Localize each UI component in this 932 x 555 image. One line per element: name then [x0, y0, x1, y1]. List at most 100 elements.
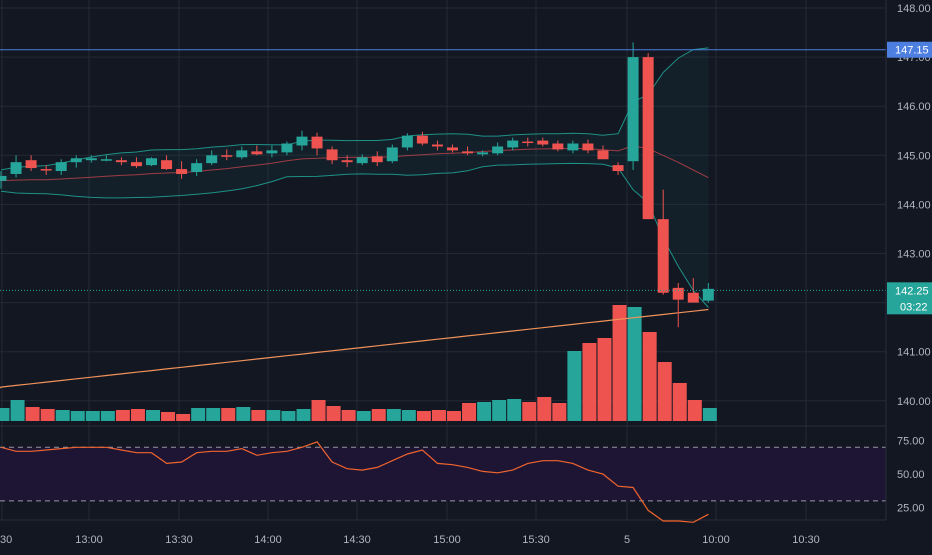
volume-bar	[477, 402, 492, 421]
candle-body[interactable]	[401, 135, 413, 148]
candle-body[interactable]	[0, 175, 7, 181]
candle-body[interactable]	[115, 160, 127, 163]
candle-body[interactable]	[40, 169, 52, 171]
volume-bar	[115, 410, 130, 421]
candle-body[interactable]	[146, 158, 157, 166]
candle-body[interactable]	[642, 57, 654, 220]
price-axis-background	[886, 0, 932, 550]
volume-bar	[567, 351, 582, 421]
volume-bar	[206, 408, 221, 421]
volume-bar	[657, 362, 672, 421]
volume-bar	[672, 383, 687, 421]
candle-body[interactable]	[371, 156, 383, 163]
candle-body[interactable]	[386, 147, 398, 162]
candle-body[interactable]	[462, 151, 474, 154]
candle-body[interactable]	[266, 150, 278, 154]
volume-bar	[221, 408, 236, 421]
grid-layer	[0, 0, 886, 520]
candle-body[interactable]	[341, 160, 353, 163]
candle-body[interactable]	[161, 160, 173, 170]
volume-bar	[582, 343, 597, 421]
volume-bar	[176, 414, 191, 421]
candle-body[interactable]	[70, 158, 82, 163]
volume-bar	[130, 409, 145, 421]
volume-bar	[100, 411, 115, 421]
candle-body[interactable]	[251, 151, 263, 155]
volume-bar	[356, 411, 371, 421]
volume-bar	[416, 411, 431, 421]
candle-body[interactable]	[10, 162, 22, 174]
volume-bar	[492, 400, 507, 421]
time-tick-label: 30	[0, 534, 12, 546]
candle-body[interactable]	[25, 160, 37, 169]
price-tick-label: 148.00	[897, 3, 931, 15]
candle-body[interactable]	[552, 143, 564, 150]
volume-bar	[612, 305, 627, 421]
volume-bar	[281, 411, 296, 421]
candle-body[interactable]	[356, 157, 368, 164]
candle-body[interactable]	[85, 158, 97, 161]
candle-body[interactable]	[687, 292, 699, 303]
rsi-band-background	[0, 447, 886, 501]
candle-body[interactable]	[672, 287, 684, 300]
candle-body[interactable]	[597, 150, 609, 160]
price-axis[interactable]: 148.00147.00146.00145.00144.00143.00142.…	[885, 0, 932, 550]
candle-body[interactable]	[326, 149, 338, 161]
candle-body[interactable]	[221, 155, 233, 157]
rsi-pane[interactable]	[0, 425, 886, 523]
candle-body[interactable]	[431, 144, 443, 147]
hline-price-label-bg	[887, 41, 932, 58]
volume-bar	[10, 400, 25, 421]
candle-body[interactable]	[567, 143, 579, 151]
volume-bar	[401, 410, 416, 421]
candle-body[interactable]	[477, 152, 489, 155]
volume-bar	[702, 408, 717, 421]
candle-body[interactable]	[537, 140, 549, 145]
candle-body[interactable]	[296, 136, 308, 146]
candle-body[interactable]	[176, 169, 188, 174]
moving-average-line	[0, 308, 709, 389]
volume-bar	[386, 409, 401, 421]
price-tick-label: 140.00	[897, 396, 931, 408]
candle-body[interactable]	[447, 147, 458, 151]
candle-body[interactable]	[522, 141, 534, 144]
candle-body[interactable]	[657, 219, 669, 293]
price-lines	[0, 49, 886, 291]
price-tick-label: 143.00	[897, 249, 931, 261]
candle-body[interactable]	[311, 136, 323, 149]
volume-bar	[447, 411, 461, 421]
bar-countdown-label: 03:22	[900, 301, 928, 313]
candle-body[interactable]	[702, 288, 714, 301]
volume-bar	[371, 409, 386, 421]
candle-body[interactable]	[492, 146, 504, 154]
volume-bar	[326, 406, 341, 421]
candle-body[interactable]	[191, 163, 203, 172]
volume-bar	[462, 403, 477, 421]
price-tick-label: 145.00	[897, 150, 931, 162]
candle-body[interactable]	[416, 135, 428, 144]
candlesticks[interactable]	[0, 42, 714, 328]
candle-body[interactable]	[612, 165, 624, 172]
candle-body[interactable]	[507, 140, 519, 148]
volume-bar	[0, 408, 10, 421]
candle-body[interactable]	[100, 159, 112, 161]
volume-bar	[70, 411, 85, 421]
time-tick-label: 15:00	[433, 534, 461, 546]
candle-body[interactable]	[236, 150, 248, 158]
candle-body[interactable]	[582, 143, 594, 151]
candle-body[interactable]	[627, 57, 639, 162]
bollinger-upper-line	[0, 47, 709, 171]
candle-body[interactable]	[130, 162, 142, 167]
candle-body[interactable]	[206, 155, 218, 164]
time-axis[interactable]: 30 13:00 13:30 14:00 14:30 15:00 15:30 5 10:00 10…	[0, 534, 820, 546]
price-tick-label: 141.00	[897, 347, 931, 359]
volume-bar	[236, 407, 251, 421]
moving-average-line	[0, 308, 709, 389]
candle-body[interactable]	[55, 162, 67, 172]
rsi-tick-label: 25.00	[897, 503, 925, 515]
volume-bar	[642, 332, 657, 421]
candle-body[interactable]	[281, 143, 293, 153]
volume-bar	[522, 402, 537, 421]
